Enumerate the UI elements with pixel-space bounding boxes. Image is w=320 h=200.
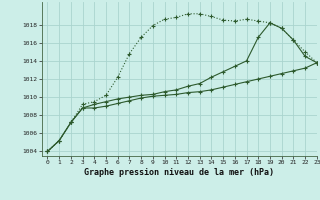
X-axis label: Graphe pression niveau de la mer (hPa): Graphe pression niveau de la mer (hPa): [84, 168, 274, 177]
